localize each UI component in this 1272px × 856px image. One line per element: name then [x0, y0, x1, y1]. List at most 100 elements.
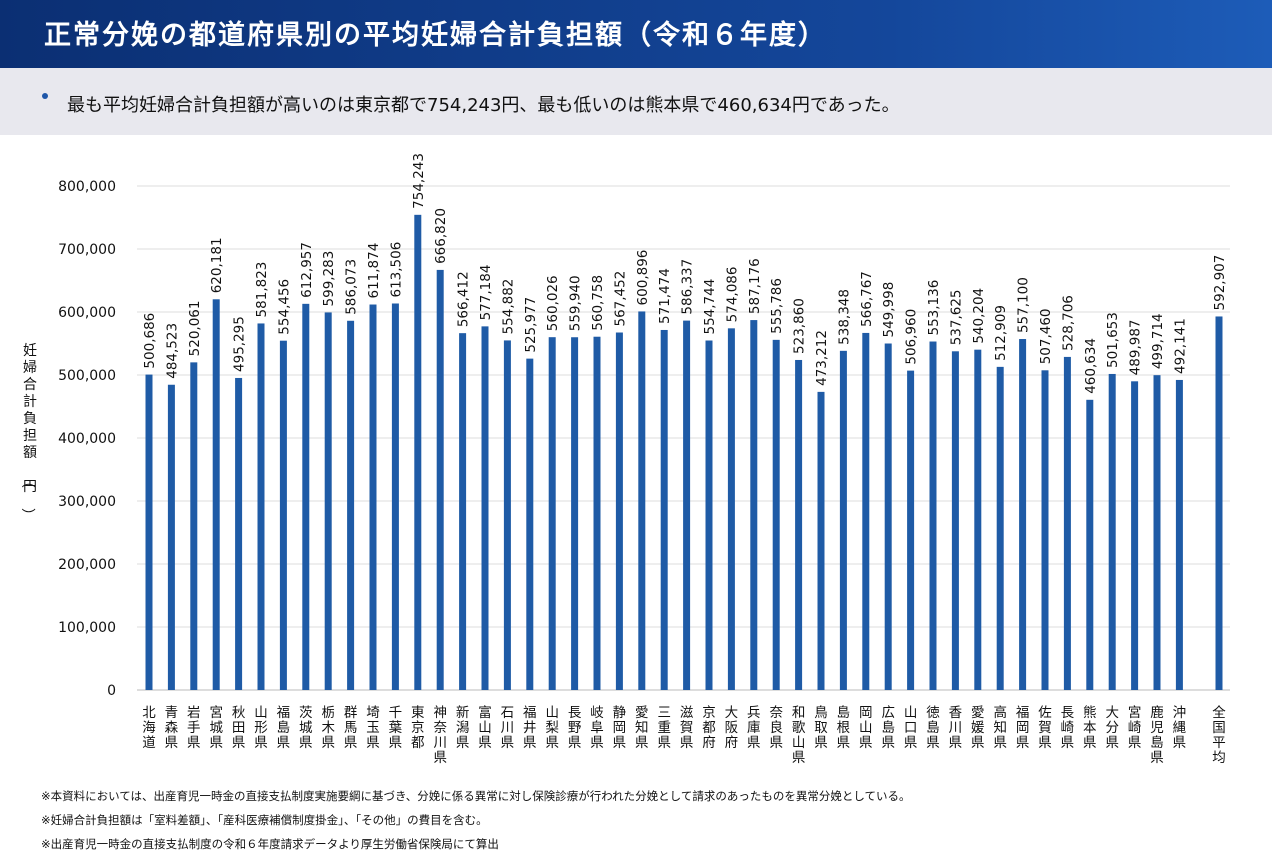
x-tick-label: 高知県 — [993, 704, 1007, 751]
data-label: 754,243 — [411, 153, 427, 209]
data-label: 495,295 — [232, 316, 248, 372]
x-tick-label: 愛媛県 — [971, 705, 985, 751]
data-label: 581,823 — [254, 262, 270, 318]
footnote: ※出産育児一時金の直接支払制度の令和６年度請求データより厚生労働省保険局にて算出 — [41, 837, 499, 851]
x-tick-label: 岩手県 — [187, 705, 201, 751]
data-label: 512,909 — [993, 305, 1009, 361]
bar — [1063, 356, 1071, 690]
y-axis-label: 妊婦合計負担額（円） — [19, 343, 37, 522]
x-tick-label: 鹿児島県 — [1150, 704, 1164, 766]
footnote: ※妊婦合計負担額は「室料差額」、「産科医療補償制度掛金」、「その他」の費目を含む… — [41, 813, 488, 827]
x-tick-label: 山口県 — [904, 705, 918, 751]
data-label: 554,456 — [276, 279, 292, 335]
x-tick-label: 埼玉県 — [366, 705, 380, 751]
bar — [257, 323, 265, 690]
x-tick-label: 大分県 — [1105, 705, 1119, 751]
y-tick-label: 300,000 — [58, 494, 116, 510]
bar — [414, 214, 422, 690]
x-tick-label: 広島県 — [881, 705, 895, 751]
bar — [235, 377, 243, 690]
x-tick-label: 静岡県 — [613, 705, 627, 751]
bar — [347, 320, 355, 690]
bar — [996, 366, 1004, 690]
x-tick-label: 兵庫県 — [747, 705, 761, 751]
bar — [683, 320, 691, 690]
y-tick-label: 800,000 — [58, 179, 116, 195]
bar — [1019, 339, 1027, 690]
data-label: 600,896 — [635, 250, 651, 306]
bar — [929, 341, 937, 690]
data-label: 555,786 — [769, 278, 785, 334]
data-label: 586,073 — [344, 259, 360, 315]
bar — [817, 391, 825, 690]
data-label: 484,523 — [164, 323, 180, 379]
bar — [212, 299, 220, 690]
bar — [302, 303, 310, 690]
x-tick-label: 茨城県 — [299, 705, 313, 751]
data-label: 566,767 — [859, 271, 875, 327]
x-tick-label: 沖縄県 — [1173, 705, 1187, 751]
data-label: 613,506 — [388, 242, 404, 298]
x-tick-label: 徳島県 — [926, 705, 940, 751]
data-label: 567,452 — [612, 271, 628, 327]
y-tick-label: 500,000 — [58, 368, 116, 384]
bar — [1108, 373, 1116, 690]
bar — [593, 336, 601, 690]
bar — [391, 303, 399, 690]
bar — [638, 311, 646, 690]
x-tick-label: 石川県 — [501, 705, 515, 751]
data-label: 611,874 — [366, 243, 382, 299]
x-tick-label: 北海道 — [142, 705, 156, 751]
x-tick-label: 佐賀県 — [1038, 705, 1052, 751]
bar — [526, 358, 534, 690]
y-tick-label: 600,000 — [58, 305, 116, 321]
bar — [974, 349, 982, 690]
footnote: ※本資料においては、出産育児一時金の直接支払制度実施要綱に基づき、分娩に係る異常… — [41, 789, 911, 803]
x-tick-label: 大阪府 — [725, 705, 739, 751]
data-label: 560,758 — [590, 275, 606, 331]
bar — [324, 312, 332, 690]
bar — [1215, 316, 1223, 690]
data-label: 528,706 — [1060, 295, 1076, 351]
bar — [436, 269, 444, 690]
data-label: 523,860 — [792, 298, 808, 354]
data-label: 574,086 — [724, 266, 740, 322]
bar — [750, 320, 758, 690]
data-label: 525,977 — [523, 297, 539, 353]
bar — [839, 350, 847, 690]
x-tick-label: 全国平均 — [1212, 704, 1226, 766]
x-tick-label: 福井県 — [523, 705, 537, 751]
bar — [660, 329, 668, 690]
bar — [167, 384, 175, 690]
bar — [190, 362, 198, 690]
x-tick-label: 長野県 — [568, 705, 582, 751]
header-banner: 正常分娩の都道府県別の平均妊婦合計負担額（令和６年度） — [0, 0, 1272, 68]
bar — [705, 340, 713, 690]
x-tick-label: 福島県 — [277, 705, 291, 751]
y-tick-label: 200,000 — [58, 557, 116, 573]
summary-box: 最も平均妊婦合計負担額が高いのは東京都で754,243円、最も低いのは熊本県で4… — [0, 68, 1272, 135]
x-tick-label: 岡山県 — [859, 705, 873, 751]
data-label: 586,337 — [680, 259, 696, 315]
x-tick-label: 愛知県 — [635, 705, 649, 751]
data-label: 577,184 — [478, 265, 494, 321]
x-tick-label: 秋田県 — [232, 705, 246, 751]
bar — [1086, 399, 1094, 690]
bar — [503, 340, 511, 690]
bar — [907, 370, 915, 690]
data-label: 587,176 — [747, 258, 763, 314]
x-tick-label: 宮城県 — [209, 705, 223, 751]
data-label: 612,957 — [299, 242, 315, 298]
data-label: 560,026 — [545, 275, 561, 331]
bar — [145, 374, 153, 690]
data-label: 506,960 — [904, 309, 920, 365]
y-tick-label: 700,000 — [58, 242, 116, 258]
data-label: 559,940 — [568, 275, 584, 331]
bar-chart: 0 100,000 200,000 300,000 400,000 500,000 600,… — [19, 153, 1230, 766]
bar — [1153, 375, 1161, 690]
x-tick-label: 新潟県 — [456, 705, 470, 751]
x-tick-label: 京都府 — [702, 705, 716, 751]
x-tick-label: 鳥取県 — [814, 705, 828, 751]
bar — [1131, 381, 1139, 690]
bar — [459, 333, 467, 690]
